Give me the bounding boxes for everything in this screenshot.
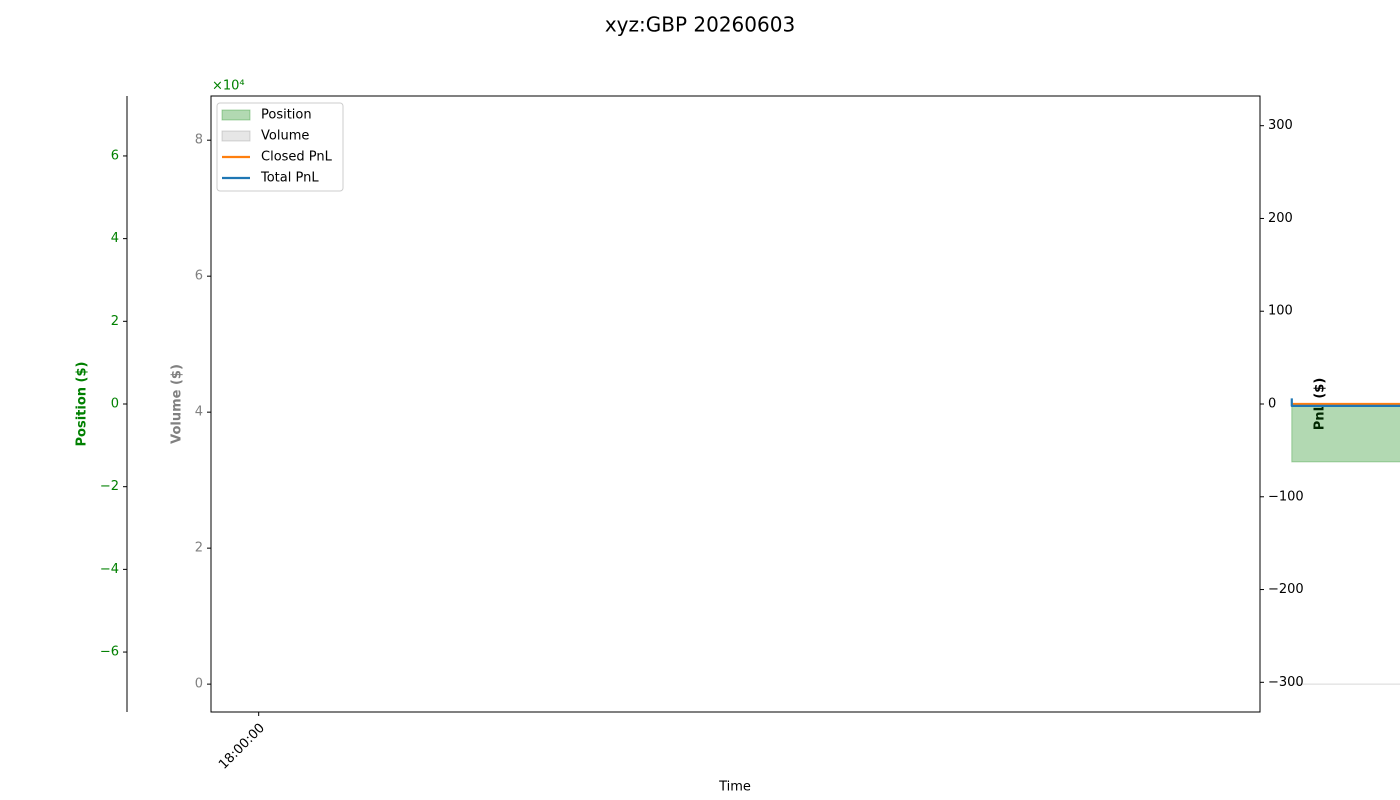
position-axis-label: Position ($) xyxy=(75,362,90,447)
y-tick-label: 0 xyxy=(111,397,119,412)
y-tick-label: 0 xyxy=(195,677,203,692)
y-tick-label: 6 xyxy=(195,269,203,284)
x-tick-label: 18:00:00 xyxy=(216,721,268,773)
y-tick-label: −200 xyxy=(1268,582,1304,597)
y-tick-label: 2 xyxy=(111,314,119,329)
y-tick-label: 100 xyxy=(1268,304,1293,319)
legend-swatch xyxy=(221,130,251,142)
y-tick-label: 0 xyxy=(1268,397,1276,412)
y-tick-label: 200 xyxy=(1268,211,1293,226)
line xyxy=(1291,402,1400,406)
plot-frame xyxy=(210,95,1261,713)
y-tick-label: −6 xyxy=(100,645,119,660)
y-tick-label: −4 xyxy=(100,562,119,577)
y-tick-label: 8 xyxy=(195,133,203,148)
y-tick-label: −100 xyxy=(1268,489,1304,504)
y-tick-label: −300 xyxy=(1268,675,1304,690)
y-tick-label: −2 xyxy=(100,479,119,494)
legend-swatch xyxy=(221,109,251,121)
legend-label: Volume xyxy=(261,129,309,144)
legend-label: Closed PnL xyxy=(261,150,333,165)
legend-label: Total PnL xyxy=(260,171,319,186)
y-tick-label: 6 xyxy=(111,148,119,163)
y-tick-label: 4 xyxy=(195,405,203,420)
y-tick-label: 300 xyxy=(1268,118,1293,133)
area xyxy=(1291,403,1400,463)
chart-title: xyz:GBP 20260603 xyxy=(605,13,795,37)
legend-label: Position xyxy=(261,108,312,123)
legend-box xyxy=(216,102,344,192)
volume-axis-label: Volume ($) xyxy=(170,364,185,444)
x-axis-label: Time xyxy=(718,780,751,795)
position-offset-label: ×10⁴ xyxy=(212,79,245,94)
y-tick-label: 4 xyxy=(111,231,119,246)
y-tick-label: 2 xyxy=(195,541,203,556)
